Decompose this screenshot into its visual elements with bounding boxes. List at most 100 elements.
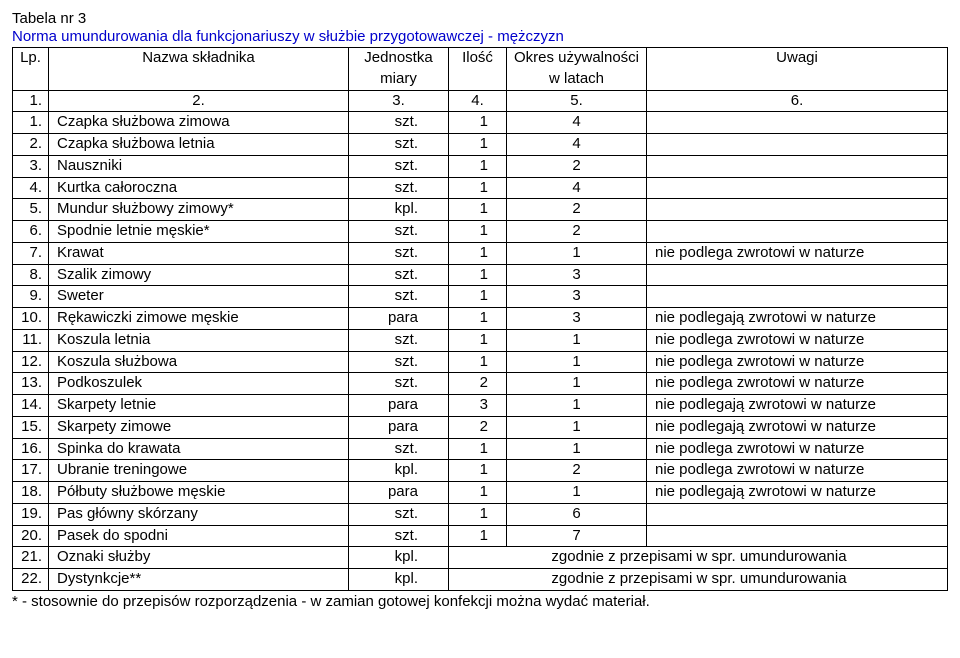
cell-qty: 1 — [449, 134, 507, 156]
cell-unit: para — [349, 395, 449, 417]
cell-note: nie podlegają zwrotowi w naturze — [647, 416, 948, 438]
cell-note: nie podlegają zwrotowi w naturze — [647, 308, 948, 330]
cell-period: 1 — [507, 482, 647, 504]
cell-name: Skarpety zimowe — [49, 416, 349, 438]
cell-qty: 1 — [449, 155, 507, 177]
cell-period: 1 — [507, 351, 647, 373]
cell-qty: 1 — [449, 503, 507, 525]
cell-qty: 1 — [449, 329, 507, 351]
cell-period: 3 — [507, 264, 647, 286]
cell-lp: 7. — [13, 242, 49, 264]
cell-qty: 2 — [449, 373, 507, 395]
table-row: 21.Oznaki służbykpl.zgodnie z przepisami… — [13, 547, 948, 569]
cell-period: 3 — [507, 286, 647, 308]
cell-unit: szt. — [349, 286, 449, 308]
table-row: 18.Półbuty służbowe męskiepara11nie podl… — [13, 482, 948, 504]
hdr-lp: Lp. — [13, 48, 49, 91]
cell-note — [647, 525, 948, 547]
cell-name: Kurtka całoroczna — [49, 177, 349, 199]
cell-lp: 21. — [13, 547, 49, 569]
hdr-name: Nazwa składnika — [49, 48, 349, 91]
colnum-3: 3. — [349, 90, 449, 112]
table-row: 2.Czapka służbowa letniaszt.14 — [13, 134, 948, 156]
cell-name: Koszula letnia — [49, 329, 349, 351]
colnum-4: 4. — [449, 90, 507, 112]
cell-unit: szt. — [349, 438, 449, 460]
table-row: 11.Koszula letniaszt.11nie podlega zwrot… — [13, 329, 948, 351]
cell-unit: para — [349, 482, 449, 504]
cell-name: Nauszniki — [49, 155, 349, 177]
cell-unit: szt. — [349, 503, 449, 525]
cell-qty: 1 — [449, 525, 507, 547]
colnum-5: 5. — [507, 90, 647, 112]
table-number: Tabela nr 3 — [12, 10, 948, 27]
cell-name: Koszula służbowa — [49, 351, 349, 373]
cell-period: 3 — [507, 308, 647, 330]
colnum-2: 2. — [49, 90, 349, 112]
cell-lp: 8. — [13, 264, 49, 286]
cell-name: Dystynkcje** — [49, 569, 349, 591]
cell-period: 2 — [507, 221, 647, 243]
cell-qty: 1 — [449, 460, 507, 482]
cell-qty: 2 — [449, 416, 507, 438]
cell-note: nie podlega zwrotowi w naturze — [647, 242, 948, 264]
cell-qty: 1 — [449, 351, 507, 373]
cell-period: 4 — [507, 134, 647, 156]
cell-lp: 10. — [13, 308, 49, 330]
cell-lp: 9. — [13, 286, 49, 308]
cell-name: Szalik zimowy — [49, 264, 349, 286]
table-row: 10.Rękawiczki zimowe męskiepara13nie pod… — [13, 308, 948, 330]
hdr-per-1: Okres używalności — [507, 48, 647, 69]
table-row: 7.Krawatszt.11nie podlega zwrotowi w nat… — [13, 242, 948, 264]
cell-note — [647, 155, 948, 177]
cell-note — [647, 134, 948, 156]
cell-lp: 18. — [13, 482, 49, 504]
cell-note: nie podlegają zwrotowi w naturze — [647, 395, 948, 417]
cell-unit: szt. — [349, 221, 449, 243]
cell-name: Półbuty służbowe męskie — [49, 482, 349, 504]
cell-unit: szt. — [349, 155, 449, 177]
cell-lp: 13. — [13, 373, 49, 395]
cell-name: Czapka służbowa zimowa — [49, 112, 349, 134]
table-row: 19.Pas główny skórzanyszt.16 — [13, 503, 948, 525]
cell-name: Podkoszulek — [49, 373, 349, 395]
hdr-per-2: w latach — [507, 69, 647, 90]
cell-qty: 1 — [449, 264, 507, 286]
cell-lp: 4. — [13, 177, 49, 199]
cell-lp: 11. — [13, 329, 49, 351]
cell-qty: 3 — [449, 395, 507, 417]
cell-unit: para — [349, 416, 449, 438]
cell-unit: szt. — [349, 525, 449, 547]
cell-unit: szt. — [349, 373, 449, 395]
cell-name: Pasek do spodni — [49, 525, 349, 547]
cell-lp: 16. — [13, 438, 49, 460]
table-body: 1.Czapka służbowa zimowaszt.142.Czapka s… — [13, 112, 948, 591]
cell-note: nie podlega zwrotowi w naturze — [647, 460, 948, 482]
cell-lp: 14. — [13, 395, 49, 417]
cell-unit: szt. — [349, 177, 449, 199]
colnum-1: 1. — [13, 90, 49, 112]
table-row: 15.Skarpety zimowepara21nie podlegają zw… — [13, 416, 948, 438]
cell-lp: 20. — [13, 525, 49, 547]
cell-lp: 19. — [13, 503, 49, 525]
cell-name: Oznaki służby — [49, 547, 349, 569]
cell-qty: 1 — [449, 242, 507, 264]
cell-note: nie podlega zwrotowi w naturze — [647, 351, 948, 373]
cell-note: nie podlegają zwrotowi w naturze — [647, 482, 948, 504]
table-row: 8.Szalik zimowyszt.13 — [13, 264, 948, 286]
cell-note: nie podlega zwrotowi w naturze — [647, 373, 948, 395]
cell-lp: 17. — [13, 460, 49, 482]
cell-period: 1 — [507, 438, 647, 460]
cell-name: Ubranie treningowe — [49, 460, 349, 482]
cell-unit: kpl. — [349, 569, 449, 591]
cell-lp: 22. — [13, 569, 49, 591]
table-row: 17.Ubranie treningowekpl.12nie podlega z… — [13, 460, 948, 482]
cell-unit: szt. — [349, 329, 449, 351]
table-row: 1.Czapka służbowa zimowaszt.14 — [13, 112, 948, 134]
cell-note — [647, 177, 948, 199]
cell-unit: szt. — [349, 112, 449, 134]
cell-period: 4 — [507, 112, 647, 134]
cell-lp: 12. — [13, 351, 49, 373]
cell-period: 2 — [507, 199, 647, 221]
table-row: 9.Sweterszt.13 — [13, 286, 948, 308]
